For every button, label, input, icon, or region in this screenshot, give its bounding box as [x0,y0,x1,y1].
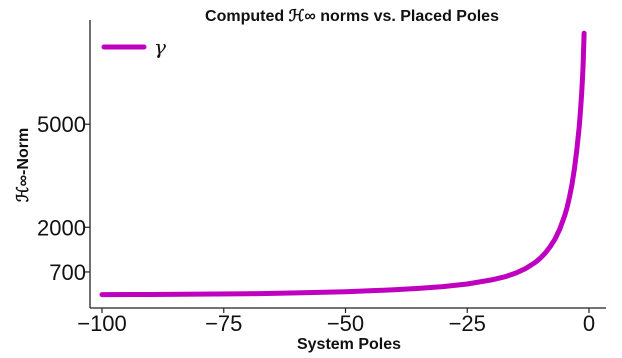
x-tick-label: −25 [449,311,486,336]
y-tick-label: 5000 [37,112,86,137]
x-axis-label: System Poles [297,336,401,353]
x-tick-label: 0 [583,311,595,336]
legend: γ [101,35,166,59]
x-tick-label: −50 [327,311,364,336]
y-ticks: 700 2000 5000 [37,112,90,285]
series-line-0 [99,30,587,298]
series-layer [99,30,587,298]
x-ticks: −100 −75 −50 −25 0 [77,308,595,336]
y-tick-label: 700 [49,260,86,285]
y-axis-label: ℋ∞-Norm [15,128,32,202]
plot-area: −100 −75 −50 −25 0 700 2000 5000 [37,20,606,336]
legend-label: γ [154,35,166,59]
x-tick-label: −100 [77,311,127,336]
x-tick-label: −75 [205,311,242,336]
chart-title: Computed ℋ∞ norms vs. Placed Poles [205,8,499,25]
y-tick-label: 2000 [37,215,86,240]
